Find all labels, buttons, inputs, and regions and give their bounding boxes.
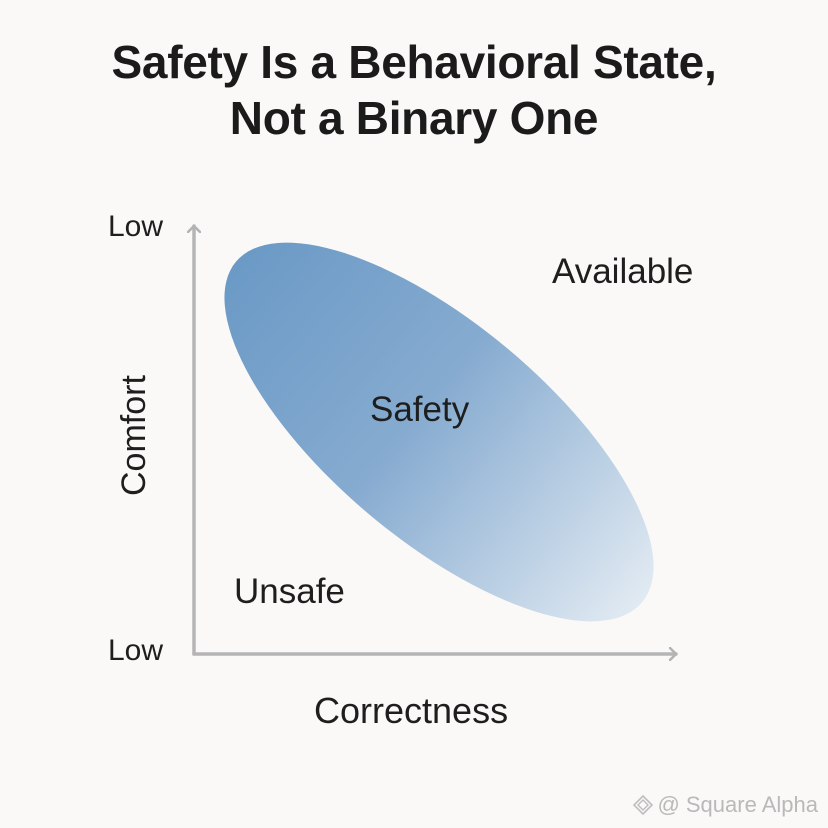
title-line-1: Safety Is a Behavioral State, xyxy=(111,36,717,88)
diagram-title: Safety Is a Behavioral State, Not a Bina… xyxy=(0,34,828,146)
region-label-unsafe: Unsafe xyxy=(234,572,345,611)
x-axis-label: Correctness xyxy=(314,690,509,731)
safety-region-ellipse xyxy=(224,242,654,622)
region-label-safety: Safety xyxy=(370,390,470,429)
title-line-2: Not a Binary One xyxy=(229,92,599,144)
origin-tick-label: Low xyxy=(108,634,164,667)
y-axis-top-tick-label: Low xyxy=(108,210,164,243)
watermark: @ Square Alpha xyxy=(633,792,818,818)
watermark-text: @ Square Alpha xyxy=(657,792,818,817)
square-alpha-logo-icon xyxy=(633,795,654,815)
y-axis-label: Comfort xyxy=(115,375,153,496)
region-label-available: Available xyxy=(552,252,694,291)
